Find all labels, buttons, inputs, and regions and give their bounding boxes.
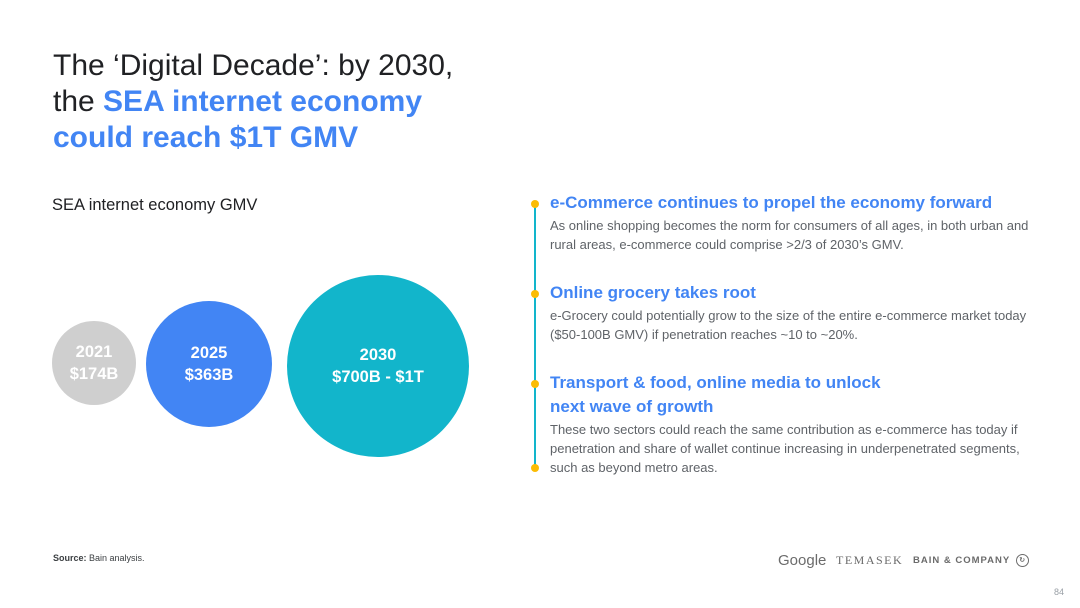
item-heading-line-2: next wave of growth [550,397,714,416]
item-heading-line-1: Transport & food, online media to unlock [550,373,881,392]
timeline-item-ecommerce: e-Commerce continues to propel the econo… [550,191,1050,254]
bain-logo: BAIN & COMPANY ↻ [913,551,1030,569]
title-highlight-2: could reach $1T GMV [53,121,359,154]
source-text: Bain analysis. [86,553,145,563]
title-line-2: the SEA internet economy [53,84,573,120]
title-highlight-1: SEA internet economy [103,85,423,118]
bubble-2025: 2025 $363B [146,301,272,427]
item-body: These two sectors could reach the same c… [550,422,1020,475]
bubble-2021-value: $174B [69,365,119,383]
source-label: Source: [53,553,87,563]
bubble-2025-value: $363B [184,366,234,384]
temasek-logo: TEMASEK [836,552,904,567]
page-number: 84 [1053,587,1064,597]
bubble-2021-year: 2021 [75,343,113,361]
bubble-2030-value: $700B - $1T [332,368,424,386]
timeline-line [534,204,536,468]
page-title: The ‘Digital Decade’: by 2030, the SEA i… [53,48,573,156]
bain-mark-icon: ↻ [1016,553,1030,567]
title-line-2-plain: the [53,85,104,118]
timeline: e-Commerce continues to propel the econo… [531,193,1061,477]
item-body: e-Grocery could potentially grow to the … [550,308,1027,342]
bubble-2030: 2030 $700B - $1T [287,275,469,457]
bubble-2021: 2021 $174B [52,321,136,405]
bain-logo-text: BAIN & COMPANY [913,554,1011,566]
item-body: As online shopping becomes the norm for … [550,218,1029,252]
timeline-dot-3 [531,380,539,388]
timeline-item-grocery: Online grocery takes root e-Grocery coul… [550,281,1050,344]
chart-label: SEA internet economy GMV [52,196,258,214]
bubble-2025-year: 2025 [190,344,228,362]
timeline-dot-1 [531,200,539,208]
google-logo: Google [778,551,827,569]
item-heading: e-Commerce continues to propel the econo… [550,193,993,212]
timeline-dot-2 [531,290,539,298]
timeline-item-transport: Transport & food, online media to unlock… [550,371,1050,477]
source-note: Source: Bain analysis. [53,553,145,563]
item-heading: Online grocery takes root [550,283,756,302]
title-line-1: The ‘Digital Decade’: by 2030, [53,49,454,82]
timeline-dot-end [531,464,539,472]
bubble-2030-year: 2030 [359,346,397,364]
